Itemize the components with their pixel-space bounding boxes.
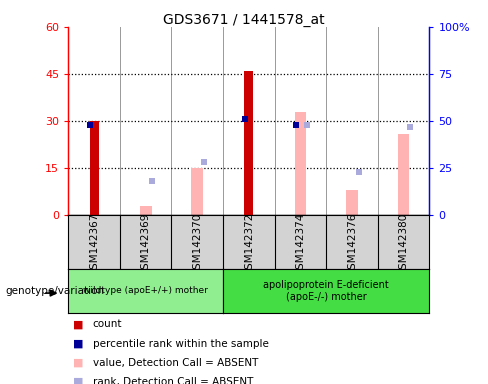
Bar — [244, 71, 253, 215]
Text: apolipoprotein E-deficient
(apoE-/-) mother: apolipoprotein E-deficient (apoE-/-) mot… — [264, 280, 389, 302]
Text: wildtype (apoE+/+) mother: wildtype (apoE+/+) mother — [83, 286, 208, 295]
Bar — [191, 168, 203, 215]
Text: GDS3671 / 1441578_at: GDS3671 / 1441578_at — [163, 13, 325, 27]
Text: percentile rank within the sample: percentile rank within the sample — [93, 339, 268, 349]
Text: ■: ■ — [73, 377, 84, 384]
Bar — [398, 134, 409, 215]
Text: rank, Detection Call = ABSENT: rank, Detection Call = ABSENT — [93, 377, 253, 384]
Bar — [346, 190, 358, 215]
Text: value, Detection Call = ABSENT: value, Detection Call = ABSENT — [93, 358, 258, 368]
Text: genotype/variation: genotype/variation — [5, 286, 104, 296]
Text: ■: ■ — [73, 339, 84, 349]
Text: ■: ■ — [73, 358, 84, 368]
Bar — [90, 121, 99, 215]
Bar — [295, 112, 306, 215]
Text: ■: ■ — [73, 319, 84, 329]
Text: count: count — [93, 319, 122, 329]
Bar — [140, 206, 151, 215]
